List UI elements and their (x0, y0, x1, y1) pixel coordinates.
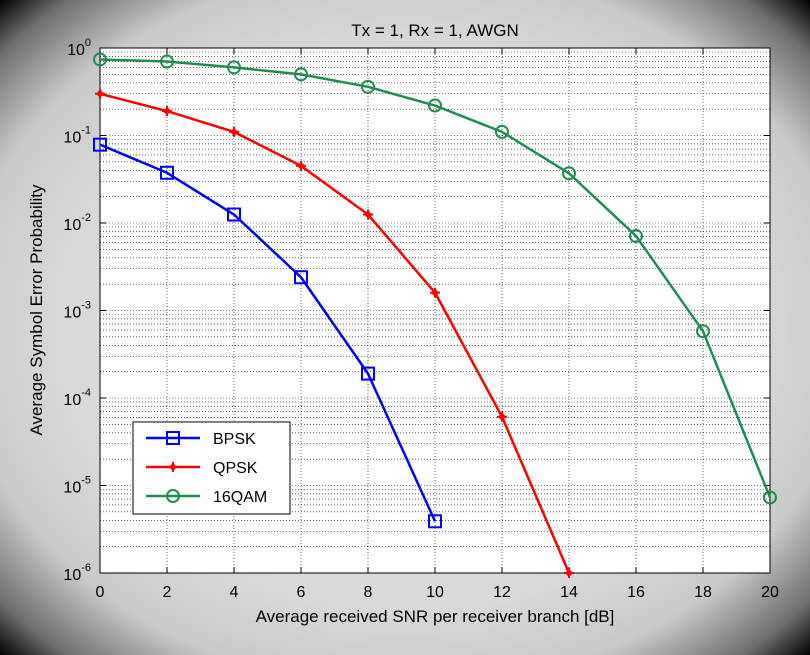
series-layer (93, 52, 777, 578)
y-tick-base: 10 (63, 567, 81, 584)
x-tick-label: 2 (163, 584, 172, 601)
data-point-qpsk (229, 126, 239, 137)
data-point-16qam (696, 324, 710, 339)
legend-item-bpsk: BPSK (146, 431, 256, 448)
data-point-16qam (428, 98, 442, 113)
data-point-bpsk (294, 270, 308, 285)
marker-dot (97, 90, 103, 97)
y-tick-exponent: 0 (85, 37, 91, 49)
y-tick-exponent: -2 (81, 212, 91, 224)
data-point-qpsk (564, 568, 574, 578)
y-tick-base: 10 (63, 217, 81, 234)
data-point-bpsk (93, 137, 107, 152)
y-tick-exponent: -3 (81, 300, 91, 312)
marker-dot (566, 570, 572, 576)
data-point-16qam (160, 54, 174, 69)
data-point-qpsk (363, 209, 373, 220)
legend-marker (166, 489, 180, 503)
data-point-16qam (93, 52, 107, 67)
y-tick-label: 10-4 (63, 387, 91, 409)
marker-dot (432, 289, 438, 296)
data-point-16qam (629, 229, 643, 244)
x-tick-label: 16 (627, 584, 645, 601)
series-line-qpsk (99, 92, 571, 574)
marker-dot (231, 128, 237, 135)
legend-item-16qam: 16QAM (146, 489, 267, 506)
legend: BPSK QPSK 16QAM (132, 421, 291, 515)
x-tick-label: 4 (230, 584, 239, 601)
y-tick-exponent: -4 (81, 387, 91, 399)
data-point-qpsk (430, 287, 440, 298)
y-tick-base: 10 (63, 305, 81, 322)
y-tick-base: 10 (63, 130, 81, 147)
y-tick-exponent: -6 (81, 562, 91, 574)
data-point-bpsk (227, 207, 241, 222)
legend-marker (166, 431, 180, 445)
x-tick-label: 8 (364, 584, 373, 601)
chart-title: Tx = 1, Rx = 1, AWGN (351, 21, 519, 40)
marker-dot (170, 464, 176, 470)
y-tick-label: 100 (67, 37, 91, 59)
legend-label: 16QAM (213, 489, 267, 506)
series-16qam (93, 52, 777, 505)
data-point-qpsk (162, 106, 172, 117)
data-point-16qam (361, 79, 375, 94)
data-point-16qam (227, 60, 241, 75)
ticks: 0 2 4 6 8 10 12 14 16 18 2010010-110-210-310-410-5… (63, 37, 779, 601)
x-tick-label: 12 (493, 584, 511, 601)
legend-marker (168, 462, 178, 472)
data-point-16qam (495, 124, 509, 139)
y-tick-exponent: -1 (81, 125, 91, 137)
y-axis-label: Average Symbol Error Probability (27, 184, 46, 436)
legend-label: BPSK (213, 431, 256, 448)
marker-dot (298, 162, 304, 169)
x-axis-label: Average received SNR per receiver branch… (256, 607, 615, 626)
y-tick-label: 10-5 (63, 475, 91, 497)
data-point-qpsk (497, 411, 507, 422)
marker-dot (365, 211, 371, 218)
x-tick-label: 20 (761, 584, 779, 601)
x-tick-label: 14 (560, 584, 578, 601)
marker-dot (499, 413, 505, 420)
x-tick-label: 6 (297, 584, 306, 601)
series-bpsk (93, 137, 442, 529)
y-tick-label: 10-6 (63, 562, 91, 584)
series-qpsk (95, 88, 574, 578)
legend-item-qpsk: QPSK (146, 460, 258, 477)
data-point-16qam (294, 67, 308, 82)
marker-dot (164, 108, 170, 115)
y-tick-label: 10-1 (63, 125, 91, 147)
x-tick-label: 0 (96, 584, 105, 601)
y-tick-base: 10 (63, 480, 81, 497)
y-tick-base: 10 (63, 392, 81, 409)
data-point-qpsk (95, 88, 105, 99)
y-tick-exponent: -5 (81, 475, 91, 487)
x-tick-label: 10 (426, 584, 444, 601)
data-point-16qam (562, 166, 576, 181)
data-point-bpsk (160, 165, 174, 180)
y-tick-label: 10-2 (63, 212, 91, 234)
data-point-16qam (763, 490, 777, 505)
x-tick-label: 18 (694, 584, 712, 601)
series-line-16qam (99, 58, 772, 498)
y-tick-label: 10-3 (63, 300, 91, 322)
data-point-bpsk (428, 514, 442, 529)
series-line-bpsk (99, 143, 437, 522)
data-point-bpsk (361, 366, 375, 381)
data-point-qpsk (296, 160, 306, 171)
legend-label: QPSK (213, 460, 258, 477)
y-tick-base: 10 (67, 42, 85, 59)
